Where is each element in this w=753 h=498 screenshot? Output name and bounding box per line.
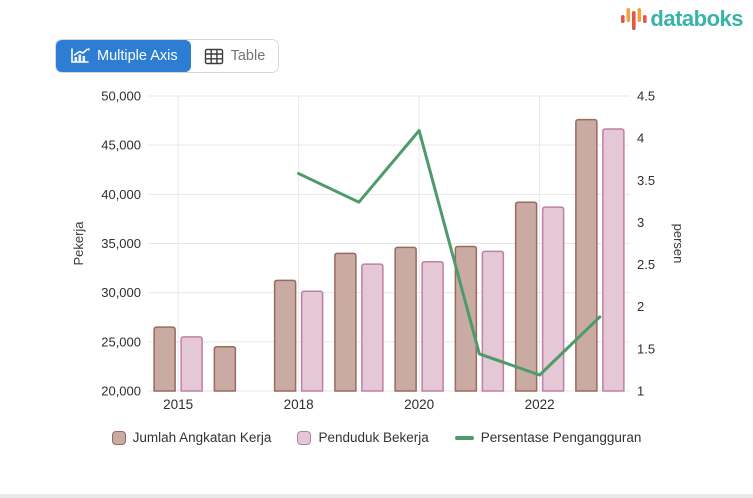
legend-item-penduduk-bekerja[interactable]: Penduduk Bekerja bbox=[297, 430, 429, 445]
table-label: Table bbox=[230, 48, 266, 64]
table-button[interactable]: Table bbox=[191, 40, 279, 72]
multiple-axis-chart-icon bbox=[71, 47, 90, 63]
legend-item-jumlah-angkatan-kerja[interactable]: Jumlah Angkatan Kerja bbox=[111, 430, 272, 445]
y-axis-right-tick-label: 3.5 bbox=[637, 173, 655, 188]
table-icon bbox=[204, 48, 223, 64]
bar-jumlah-angkatan-kerja-2018[interactable] bbox=[273, 279, 297, 392]
bar-jumlah-angkatan-kerja-2020[interactable] bbox=[394, 246, 417, 392]
logo-bar bbox=[626, 8, 631, 22]
line-persentase-pengangguran[interactable] bbox=[297, 129, 602, 377]
legend-label: Penduduk Bekerja bbox=[318, 430, 429, 445]
y-axis-right-tick-label: 1.5 bbox=[637, 341, 655, 356]
legend-dash-line bbox=[454, 435, 474, 440]
y-axis-right-tick-label: 4 bbox=[637, 131, 644, 146]
bar-jumlah-angkatan-kerja-2015[interactable] bbox=[153, 326, 176, 392]
view-toggle: Multiple Axis Table bbox=[55, 39, 280, 73]
y-axis-right-tick-label: 2.5 bbox=[637, 257, 655, 272]
bar-penduduk-bekerja-2015[interactable] bbox=[180, 336, 203, 392]
multiple-axis-chart: 50,000 45,000 40,000 35,000 30,000 25,000 20,0… bbox=[71, 89, 686, 413]
legend-swatch-bar1 bbox=[111, 430, 126, 445]
y-axis-left-tick-label: 45,000 bbox=[101, 138, 141, 153]
logo-bar bbox=[637, 8, 642, 22]
multiple-axis-button[interactable]: Multiple Axis bbox=[56, 40, 191, 72]
logo-bar bbox=[621, 15, 626, 23]
bar-jumlah-angkatan-kerja-2022[interactable] bbox=[514, 201, 538, 392]
bar-penduduk-bekerja-2022[interactable] bbox=[541, 206, 565, 392]
legend-label: Jumlah Angkatan Kerja bbox=[132, 430, 272, 445]
bar-jumlah-angkatan-kerja-2021[interactable] bbox=[454, 245, 478, 392]
bar-jumlah-angkatan-kerja-2019[interactable] bbox=[334, 252, 357, 392]
databoks-logo-text: databoks bbox=[650, 6, 743, 31]
bar-penduduk-bekerja-2018[interactable] bbox=[300, 290, 324, 392]
legend-swatch-bar2 bbox=[297, 430, 312, 445]
y-axis-left-tick-label: 30,000 bbox=[101, 285, 141, 300]
y-axis-left-tick-label: 35,000 bbox=[101, 236, 141, 251]
multiple-axis-label: Multiple Axis bbox=[97, 48, 178, 64]
x-axis-tick-label: 2020 bbox=[404, 397, 434, 412]
page-bottom-edge bbox=[0, 494, 753, 498]
y-axis-left-title: Pekerja bbox=[71, 221, 86, 266]
x-axis-tick-label: 2018 bbox=[284, 397, 314, 412]
x-axis-tick-label: 2015 bbox=[163, 397, 193, 412]
bar-jumlah-angkatan-kerja-2016[interactable] bbox=[213, 346, 237, 392]
y-axis-left-tick-label: 25,000 bbox=[101, 334, 141, 349]
bar-jumlah-angkatan-kerja-2023[interactable] bbox=[575, 118, 598, 392]
y-axis-right-title: persen bbox=[671, 224, 686, 264]
y-axis-right-tick-label: 1 bbox=[637, 384, 644, 399]
databoks-logo-icon bbox=[621, 8, 648, 30]
logo-bar bbox=[632, 11, 637, 30]
bar-penduduk-bekerja-2019[interactable] bbox=[361, 263, 384, 392]
bar-penduduk-bekerja-2020[interactable] bbox=[421, 260, 444, 392]
y-axis-left-tick-label: 50,000 bbox=[101, 89, 141, 104]
chart-legend: Jumlah Angkatan Kerja Penduduk Bekerja P… bbox=[0, 430, 753, 445]
y-axis-right-tick-label: 4.5 bbox=[637, 89, 655, 104]
y-axis-right-tick-label: 3 bbox=[637, 215, 644, 230]
legend-label: Persentase Pengangguran bbox=[480, 430, 642, 445]
bar-penduduk-bekerja-2021[interactable] bbox=[481, 250, 505, 392]
y-axis-left-tick-label: 20,000 bbox=[101, 384, 141, 399]
legend-item-persentase-pengangguran[interactable]: Persentase Pengangguran bbox=[454, 430, 642, 445]
y-axis-left-tick-label: 40,000 bbox=[101, 187, 141, 202]
logo-bar bbox=[643, 15, 648, 23]
x-axis-tick-label: 2022 bbox=[525, 397, 555, 412]
databoks-logo[interactable]: databoks bbox=[618, 4, 743, 34]
y-axis-right-tick-label: 2 bbox=[637, 299, 644, 314]
bar-penduduk-bekerja-2023[interactable] bbox=[602, 128, 625, 392]
